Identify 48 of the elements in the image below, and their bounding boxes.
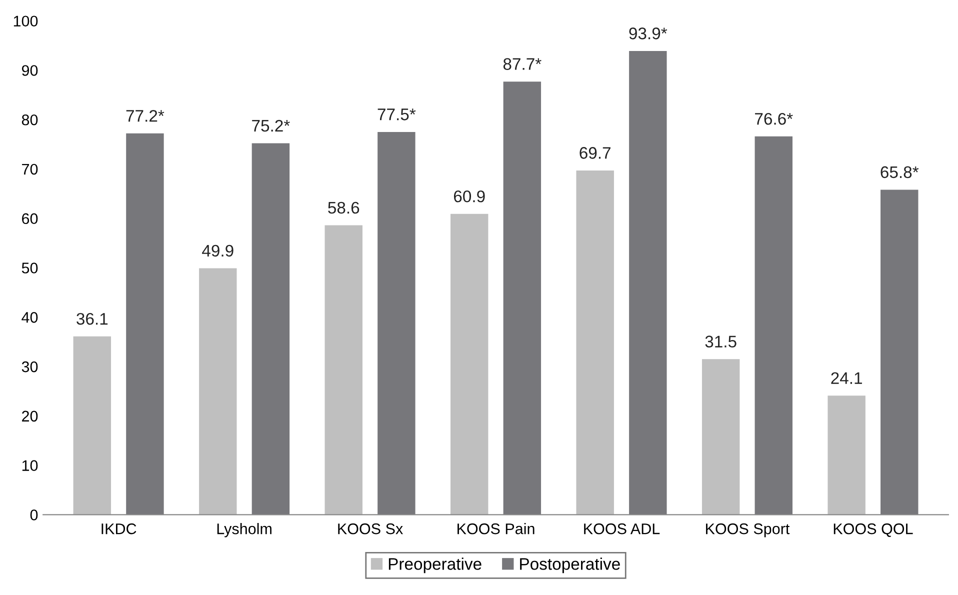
bar: [199, 268, 237, 515]
data-label: 24.1: [831, 372, 862, 384]
x-tick-label: KOOS Sx: [338, 523, 403, 534]
y-tick-label: 60: [22, 213, 38, 224]
data-label: 77.2*: [126, 110, 164, 122]
bar: [324, 225, 362, 515]
y-tick-label: 100: [14, 16, 38, 27]
x-tick-label: IKDC: [102, 523, 136, 534]
bar: [503, 82, 542, 515]
x-tick-label: KOOS QOL: [834, 523, 913, 537]
y-tick-label: 40: [22, 312, 38, 323]
bar: [828, 396, 866, 515]
y-tick-label: 50: [22, 262, 38, 274]
y-tick-label: 20: [22, 410, 38, 422]
y-tick-label: 80: [22, 114, 38, 126]
legend-label: Preoperative: [388, 558, 482, 574]
y-tick-label: 0: [30, 510, 38, 520]
bar: [629, 50, 667, 515]
legend-label: Postoperative: [520, 558, 620, 574]
x-tick-label: Lysholm: [217, 523, 272, 538]
data-label: 69.7: [580, 147, 610, 159]
data-label: 87.7*: [503, 58, 542, 70]
bar: [126, 133, 164, 515]
bar: [73, 336, 112, 515]
x-tick-label: KOOS ADL: [584, 523, 660, 534]
data-label: 58.6: [328, 202, 360, 214]
y-tick-label: 70: [22, 164, 38, 175]
bar: [252, 143, 290, 515]
data-label: 31.5: [705, 336, 736, 348]
data-label: 93.9*: [629, 28, 668, 40]
y-tick-label: 10: [22, 460, 38, 471]
bar: [880, 190, 918, 515]
bar: [702, 359, 740, 515]
data-label: 60.9: [454, 190, 485, 202]
bar: [754, 136, 793, 515]
bar: [378, 132, 416, 515]
data-label: 76.6*: [755, 112, 793, 125]
bar: [576, 170, 614, 515]
data-label: 65.8*: [880, 166, 919, 178]
data-label: 36.1: [76, 312, 108, 325]
x-tick-label: KOOS Pain: [458, 523, 534, 534]
y-tick-label: 30: [22, 361, 38, 372]
data-label: 49.9: [202, 244, 234, 257]
x-tick-label: KOOS Sport: [706, 523, 790, 538]
data-label: 77.5*: [378, 108, 416, 120]
y-tick-label: 90: [22, 65, 38, 76]
bar: [450, 214, 488, 515]
data-label: 75.2*: [252, 120, 290, 132]
